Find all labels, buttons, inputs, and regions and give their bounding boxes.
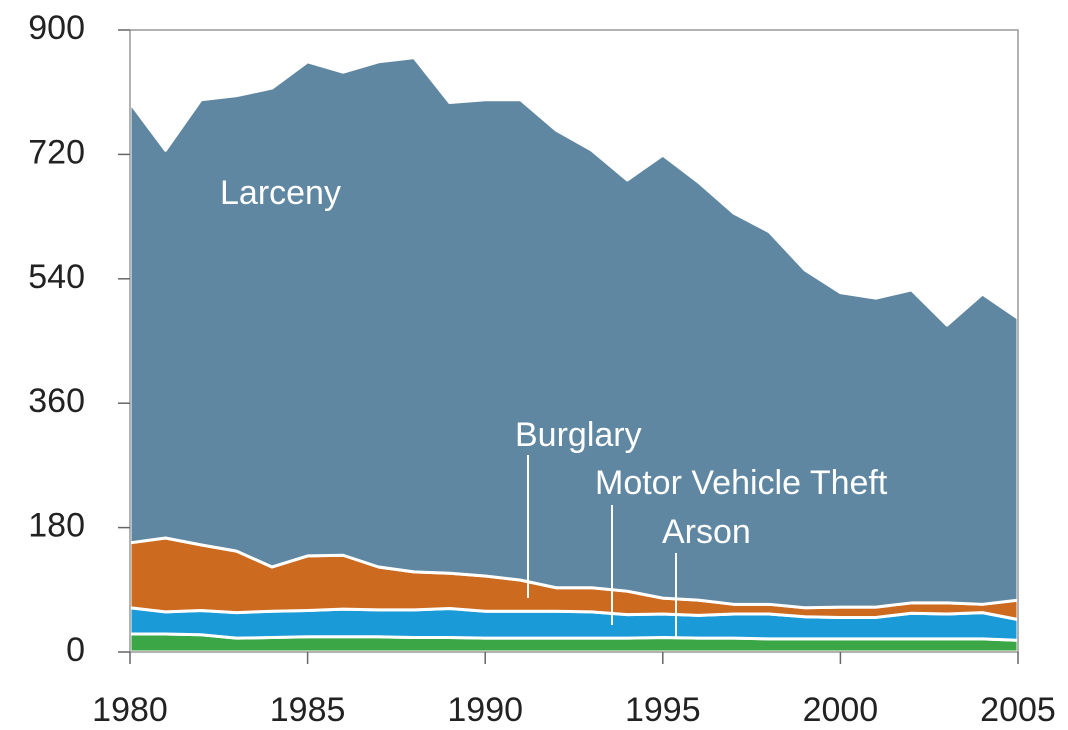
y-tick-label: 720	[28, 133, 85, 171]
x-tick-label: 1995	[625, 691, 701, 729]
y-tick-label: 360	[28, 382, 85, 420]
series-label: Arson	[662, 513, 751, 551]
series-label: Motor Vehicle Theft	[595, 464, 888, 502]
y-tick-label: 540	[28, 258, 85, 296]
y-tick-label: 0	[66, 631, 85, 669]
series-label: Larceny	[220, 174, 341, 212]
y-tick-label: 900	[28, 9, 85, 47]
x-tick-label: 2000	[803, 691, 879, 729]
area	[128, 56, 1020, 610]
x-tick-label: 1980	[92, 691, 168, 729]
x-tick-label: 1985	[270, 691, 346, 729]
plot-frame	[129, 29, 1019, 653]
x-tick-label: 2005	[980, 691, 1056, 729]
series-label: Burglary	[515, 416, 642, 454]
y-tick-label: 180	[28, 507, 85, 545]
x-tick-label: 1990	[447, 691, 523, 729]
